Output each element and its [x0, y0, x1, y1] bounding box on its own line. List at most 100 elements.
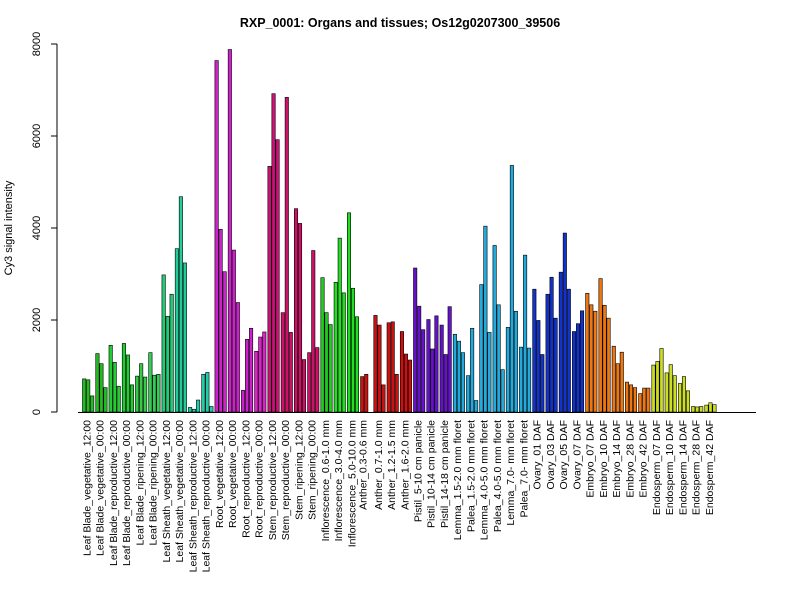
bar	[585, 293, 590, 413]
bar	[519, 346, 524, 413]
bar	[456, 340, 461, 413]
x-tick-label: Lemma_1.5-2.0 mm floret	[452, 420, 464, 540]
bar	[545, 293, 550, 413]
x-tick-label: Palea_4.0-5.0 mm floret	[492, 420, 504, 532]
bar	[580, 310, 585, 413]
x-tick-label: Leaf Blade_vegetative_00:00	[95, 420, 107, 556]
bar	[294, 208, 299, 413]
bar	[235, 302, 240, 413]
bar	[390, 321, 395, 413]
x-tick-label: Root_vegetative_12:00	[214, 420, 226, 528]
x-tick-labels: Leaf Blade_vegetative_12:00 Leaf Blade_ve…	[82, 420, 716, 573]
bar	[307, 352, 312, 413]
bar	[576, 323, 581, 413]
bar	[562, 232, 567, 413]
y-axis-label: Cy3 signal intensity	[3, 180, 15, 275]
bar	[668, 364, 673, 413]
x-tick-label: Ovary_01 DAF	[532, 420, 544, 489]
bar	[629, 384, 634, 413]
y-tick-label: 0	[31, 409, 43, 415]
bar	[598, 278, 603, 413]
bar	[638, 393, 643, 413]
x-tick-label: Leaf Blade_reproductive_12:00	[108, 420, 120, 566]
x-tick-label: Endosperm_28 DAF	[691, 420, 703, 515]
x-tick-label: Lemma_7.0- mm floret	[505, 420, 517, 526]
x-tick-label: Ovary_07 DAF	[571, 420, 583, 489]
y-tick-label: 2000	[31, 308, 43, 332]
bar	[452, 333, 457, 413]
bar	[121, 343, 126, 413]
bar	[214, 60, 219, 413]
bar	[245, 339, 250, 413]
bar	[466, 375, 471, 413]
bar	[509, 165, 514, 413]
bar	[633, 387, 638, 413]
bar	[536, 320, 541, 413]
x-tick-label: Endosperm_14 DAF	[677, 420, 689, 515]
bar	[625, 381, 630, 413]
bar	[377, 324, 382, 413]
bar	[487, 332, 492, 413]
bar	[417, 305, 422, 413]
bar	[558, 271, 563, 413]
bar	[619, 351, 624, 413]
bar	[360, 376, 365, 413]
x-tick-label: Stem_reproductive_00:00	[280, 420, 292, 540]
bar	[227, 49, 232, 413]
bar	[566, 288, 571, 413]
bar	[298, 223, 303, 413]
bar	[125, 354, 130, 413]
bar	[460, 352, 465, 413]
x-tick-label: Pistil_5-10 cm panicle	[412, 420, 424, 522]
y-tick-label: 6000	[31, 124, 43, 148]
bar	[615, 363, 620, 413]
bar	[284, 97, 289, 413]
bar	[241, 390, 246, 413]
bar	[483, 225, 488, 413]
bar	[311, 250, 316, 413]
bar	[681, 376, 686, 413]
x-tick-label: Embryo_28 DAF	[624, 420, 636, 498]
x-tick-label: Anther_0.3-0.6 mm	[358, 420, 370, 510]
bar	[549, 276, 554, 413]
x-tick-label: Ovary_05 DAF	[558, 420, 570, 489]
bar	[421, 329, 426, 413]
bar	[474, 400, 479, 413]
bar	[426, 319, 431, 413]
bar	[324, 312, 329, 413]
bar	[333, 281, 338, 413]
bar	[492, 245, 497, 413]
bar	[407, 359, 412, 413]
bar	[611, 345, 616, 413]
bar	[99, 363, 104, 413]
bar	[386, 322, 391, 413]
bar	[642, 387, 647, 413]
y-tick-label: 8000	[31, 32, 43, 56]
bar	[165, 316, 170, 413]
bars-group	[82, 49, 717, 413]
bar	[148, 352, 153, 413]
bar	[677, 383, 682, 413]
bar	[174, 248, 179, 413]
bar	[178, 196, 183, 413]
bar	[691, 406, 696, 413]
chart-title: RXP_0001: Organs and tissues; Os12g02073…	[240, 16, 560, 30]
x-tick-label: Leaf Sheath_vegetative_00:00	[174, 420, 186, 563]
bar	[275, 139, 280, 413]
bar	[341, 292, 346, 413]
bar	[532, 288, 537, 413]
bar	[354, 316, 359, 413]
bar	[135, 375, 140, 413]
bar	[95, 353, 100, 413]
bar	[651, 364, 656, 413]
bar	[500, 369, 505, 413]
x-tick-label: Leaf Blade_ripening_12:00	[134, 420, 146, 546]
x-tick-label: Anther_0.7-1.0 mm	[373, 420, 385, 510]
bar	[434, 315, 439, 413]
bar	[399, 331, 404, 413]
bar	[182, 262, 187, 413]
bar	[192, 408, 197, 413]
x-tick-label: Palea_7.0- mm floret	[518, 420, 530, 518]
x-tick-label: Anther_1.2-1.5 mm	[386, 420, 398, 510]
